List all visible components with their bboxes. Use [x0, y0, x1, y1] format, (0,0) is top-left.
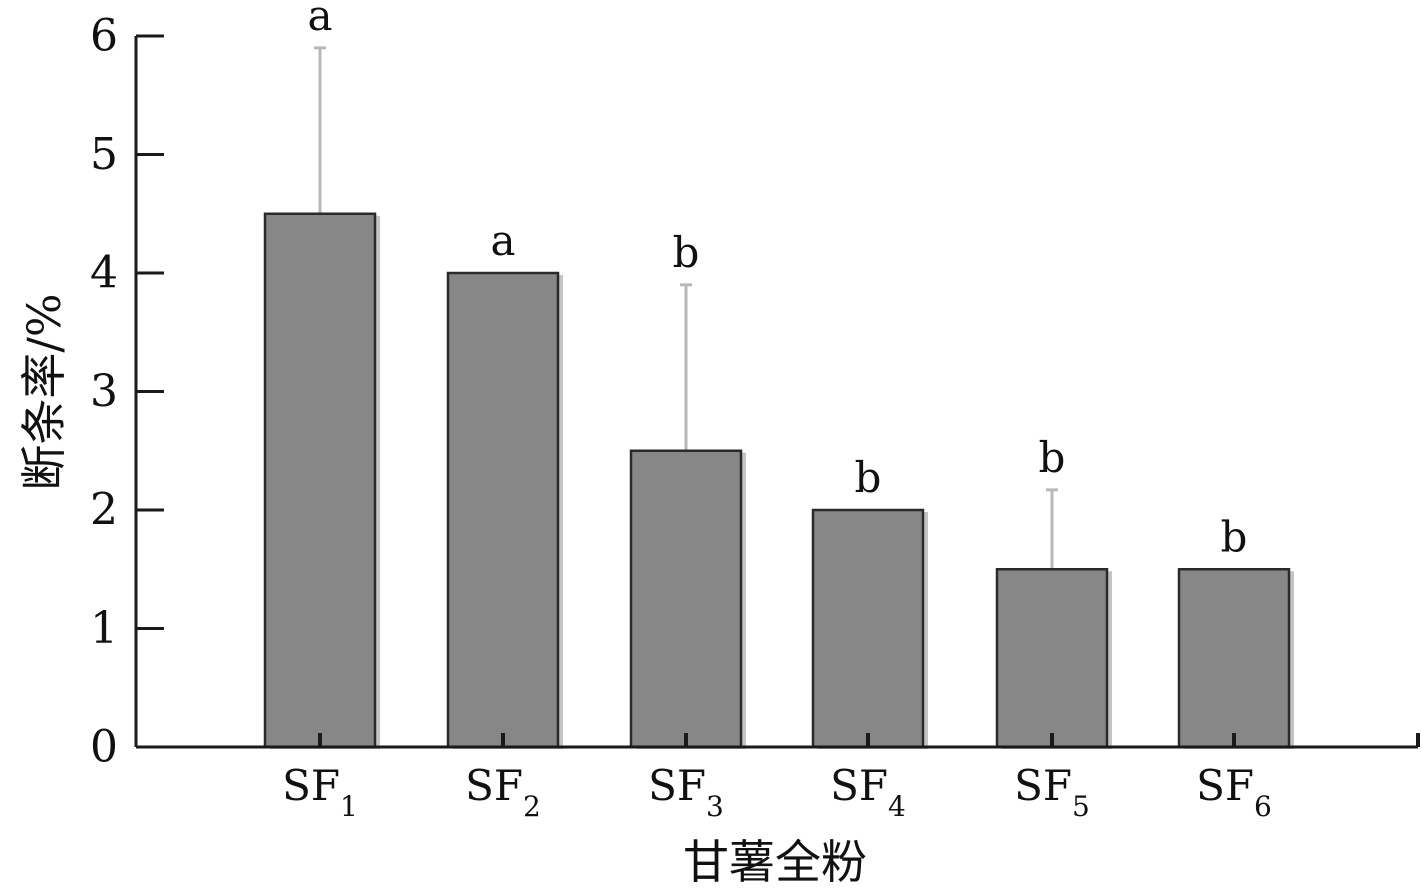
x-tick-label: SF2	[465, 761, 541, 823]
x-tick-label: SF5	[1014, 761, 1090, 823]
y-tick-label: 6	[90, 11, 118, 62]
plot-area: a a b b b b 0 1 2 3 4 5 6 SF1 SF2 SF3 SF4 SF5 SF6	[90, 0, 1420, 823]
y-tick-label: 2	[90, 485, 118, 536]
significance-label: b	[1221, 512, 1248, 561]
y-tick-label: 0	[90, 722, 118, 773]
significance-label: a	[307, 0, 332, 40]
x-axis-title: 甘薯全粉	[683, 835, 867, 889]
bar-3	[629, 449, 743, 749]
x-tick-label: SF6	[1196, 761, 1272, 823]
y-tick-label: 5	[90, 129, 118, 180]
y-tick-label: 1	[90, 603, 118, 654]
significance-label: b	[855, 453, 882, 502]
y-tick-label: 3	[90, 366, 118, 417]
bar-1	[263, 212, 377, 749]
bar-6	[1177, 568, 1291, 749]
y-axis-title: 断条率/%	[17, 293, 71, 490]
bar-4	[811, 508, 925, 749]
significance-label: a	[490, 216, 515, 265]
significance-label: b	[1039, 433, 1066, 482]
bar-5	[995, 568, 1109, 749]
x-tick-label: SF4	[830, 761, 906, 823]
y-tick-label: 4	[90, 248, 118, 299]
bar-2	[446, 271, 560, 749]
significance-label: b	[673, 228, 700, 277]
x-tick-label: SF1	[282, 761, 358, 823]
x-tick-label: SF3	[648, 761, 724, 823]
